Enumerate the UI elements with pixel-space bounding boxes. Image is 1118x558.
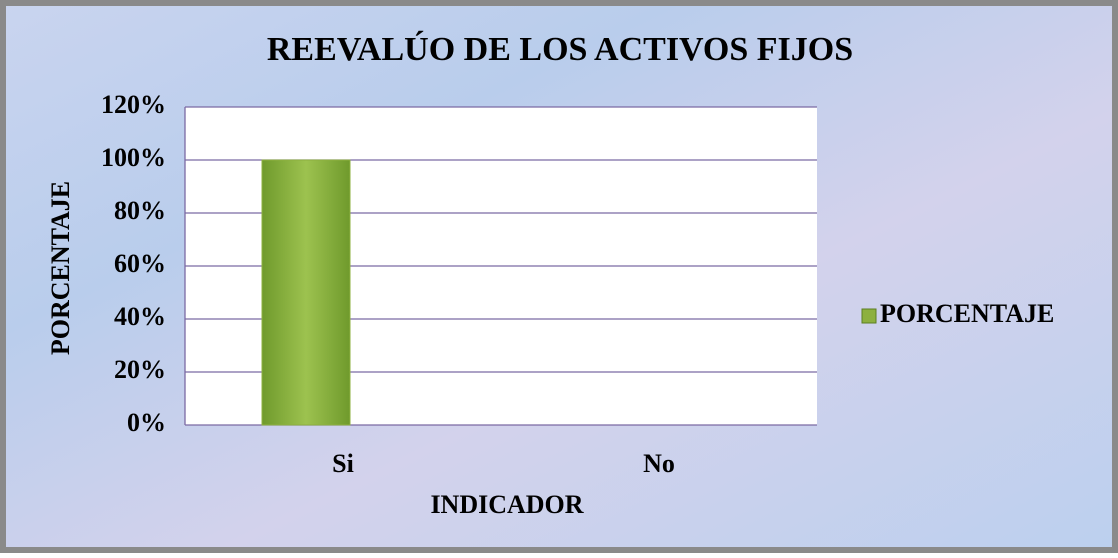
y-axis-title: PORCENTAJE (46, 181, 75, 355)
y-tick-label: 100% (101, 143, 166, 172)
y-tick-label: 40% (114, 302, 166, 331)
x-tick-label: No (643, 449, 675, 478)
legend-swatch (861, 308, 877, 324)
y-tick-label: 60% (114, 249, 166, 278)
y-tick-label: 20% (114, 355, 166, 384)
bar (261, 159, 351, 426)
chart-title: REEVALÚO DE LOS ACTIVOS FIJOS (267, 30, 853, 68)
y-tick-label: 120% (101, 90, 166, 119)
y-tick-label: 80% (114, 196, 166, 225)
y-tick-label: 0% (127, 408, 166, 437)
legend-label: PORCENTAJE (880, 299, 1054, 328)
x-tick-label: Si (332, 449, 354, 478)
x-axis-title: INDICADOR (430, 490, 583, 519)
